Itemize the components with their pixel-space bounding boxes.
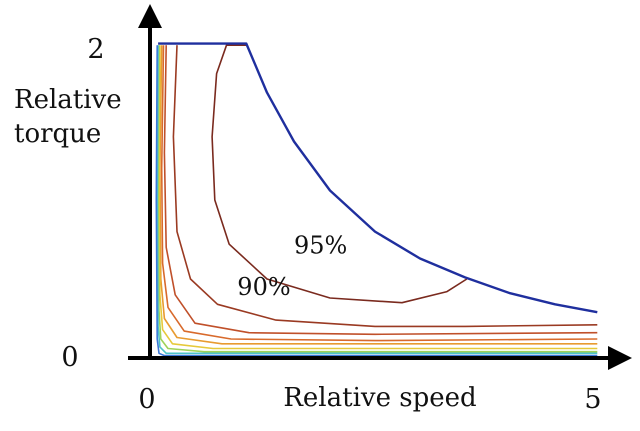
contour-annotation-1: 95% (294, 232, 347, 260)
contour-line-3 (163, 45, 598, 336)
contour-line-1 (211, 44, 468, 304)
y-tick-label-zero: 0 (61, 342, 78, 373)
envelope-layer (158, 42, 598, 314)
y-axis-arrow-icon (138, 4, 162, 28)
contour-line-4 (160, 45, 598, 342)
x-axis-arrow-icon (608, 346, 632, 370)
contour-line-9 (155, 45, 598, 357)
x-tick-label-max: 5 (584, 384, 601, 415)
y-axis-label-line-1: Relative (14, 85, 122, 115)
y-axis-label-line-2: torque (14, 119, 101, 149)
x-axis-label: Relative speed (283, 383, 476, 413)
axes (128, 4, 632, 370)
annotation-layer: 95%90% (237, 232, 347, 301)
contour-line-8 (156, 45, 598, 355)
contour-line-2 (172, 45, 598, 328)
y-tick-label-max: 2 (87, 34, 104, 65)
contour-line-7 (157, 45, 598, 353)
x-tick-label-zero: 0 (138, 384, 155, 415)
torque-envelope-line (158, 42, 598, 314)
contour-annotation-2: 90% (237, 273, 290, 301)
contour-line-6 (158, 45, 598, 350)
contour-layer (155, 44, 598, 357)
